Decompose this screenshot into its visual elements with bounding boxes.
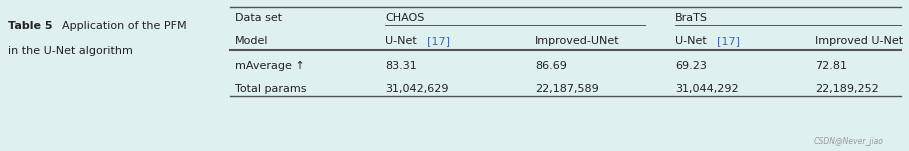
Text: 86.69: 86.69 xyxy=(535,61,567,71)
Text: in the U-Net algorithm: in the U-Net algorithm xyxy=(8,46,133,56)
Text: [17]: [17] xyxy=(717,36,740,46)
Text: Model: Model xyxy=(235,36,268,46)
Text: U-Net: U-Net xyxy=(675,36,710,46)
Text: Improved-UNet: Improved-UNet xyxy=(535,36,620,46)
Text: 31,044,292: 31,044,292 xyxy=(675,84,739,94)
Text: Table 5: Table 5 xyxy=(8,21,53,31)
Text: Data set: Data set xyxy=(235,13,282,23)
Text: [17]: [17] xyxy=(427,36,450,46)
Text: 22,189,252: 22,189,252 xyxy=(815,84,879,94)
Text: 22,187,589: 22,187,589 xyxy=(535,84,599,94)
Text: mAverage ↑: mAverage ↑ xyxy=(235,61,305,71)
Text: CSDN@Never_jiao: CSDN@Never_jiao xyxy=(814,137,884,146)
Text: 72.81: 72.81 xyxy=(815,61,847,71)
Text: 69.23: 69.23 xyxy=(675,61,707,71)
Text: 31,042,629: 31,042,629 xyxy=(385,84,448,94)
Text: U-Net: U-Net xyxy=(385,36,420,46)
Text: 83.31: 83.31 xyxy=(385,61,416,71)
Text: Total params: Total params xyxy=(235,84,306,94)
Text: BraTS: BraTS xyxy=(675,13,708,23)
Text: CHAOS: CHAOS xyxy=(385,13,425,23)
Text: Application of the PFM: Application of the PFM xyxy=(62,21,186,31)
Text: Improved U-Net: Improved U-Net xyxy=(815,36,904,46)
